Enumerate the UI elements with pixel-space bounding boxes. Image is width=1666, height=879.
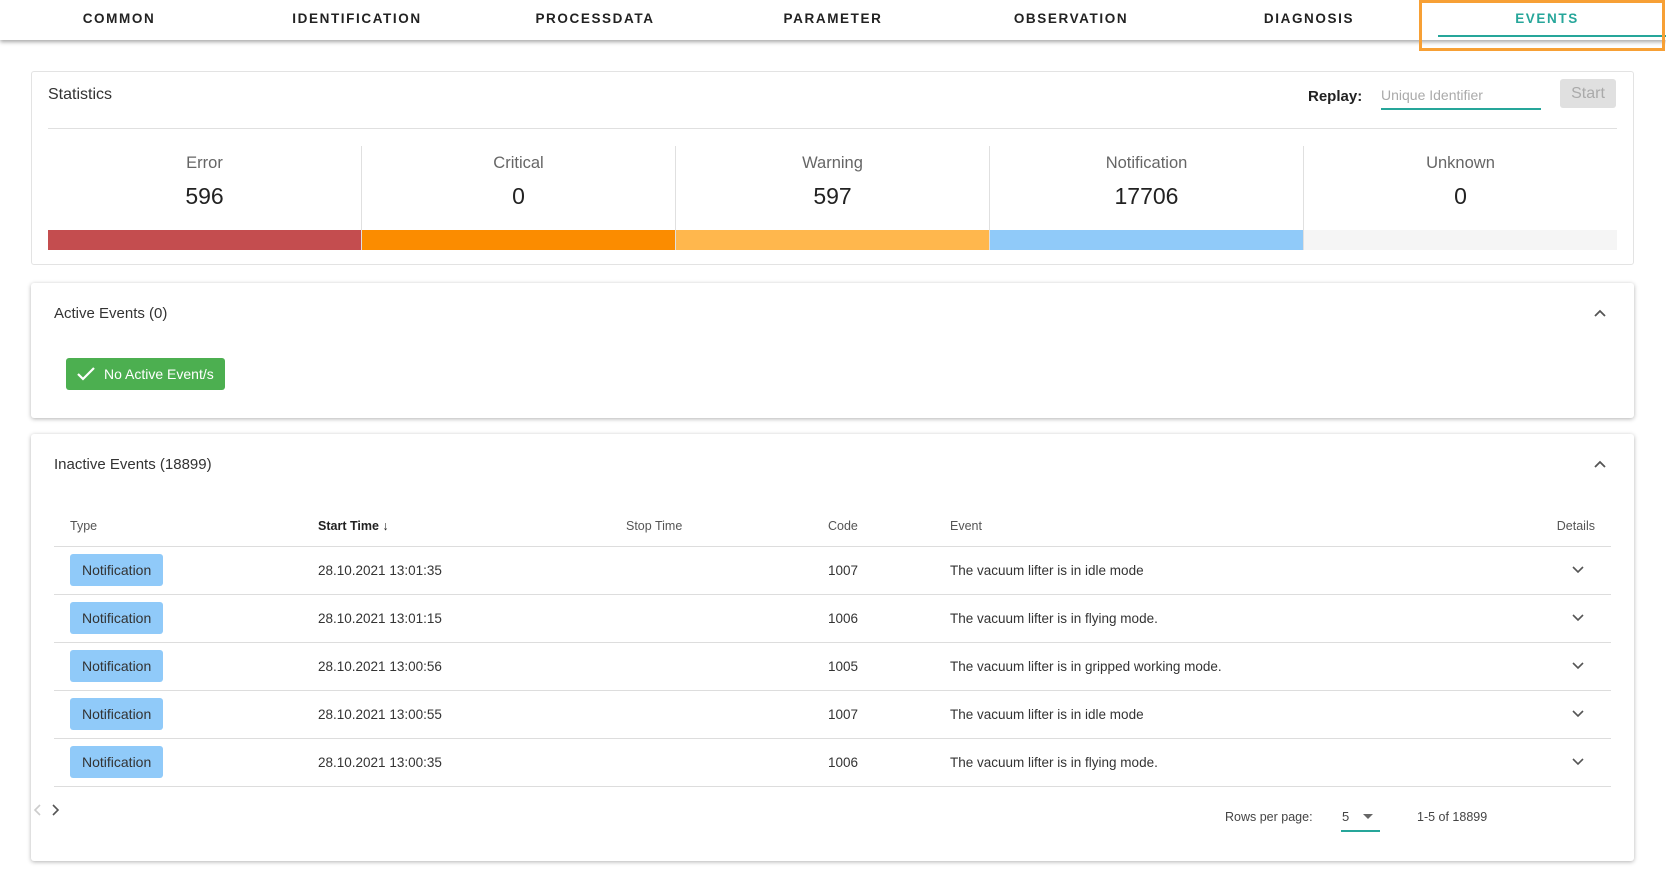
tab-observation[interactable]: OBSERVATION: [1013, 11, 1129, 26]
table-row[interactable]: Notification 28.10.2021 13:00:55 1007 Th…: [54, 690, 1611, 739]
stat-color-bar: [1304, 230, 1617, 250]
table-row[interactable]: Notification 28.10.2021 13:01:15 1006 Th…: [54, 594, 1611, 643]
type-badge: Notification: [70, 650, 164, 682]
chevron-up-icon[interactable]: [1592, 305, 1608, 321]
type-badge: Notification: [70, 746, 164, 778]
column-event[interactable]: Event: [950, 507, 1541, 547]
stat-label: Unknown: [1426, 154, 1495, 172]
stat-critical: Critical 0: [361, 146, 675, 250]
code-cell: 1006: [828, 594, 950, 643]
no-active-events-badge: No Active Event/s: [66, 358, 225, 390]
tab-events[interactable]: EVENTS: [1428, 0, 1666, 40]
stop-time-cell: [626, 642, 828, 691]
rows-per-page-value: 5: [1342, 809, 1350, 824]
start-time-cell: 28.10.2021 13:00:56: [318, 642, 626, 691]
code-cell: 1007: [828, 546, 950, 595]
statistics-title: Statistics: [48, 86, 113, 103]
stat-label: Notification: [1105, 154, 1188, 172]
inactive-events-panel: Inactive Events (18899) Type Start Time …: [31, 434, 1634, 861]
previous-page-icon[interactable]: [31, 802, 45, 818]
stat-unknown: Unknown 0: [1303, 146, 1617, 250]
stat-value: 0: [512, 183, 525, 209]
column-stop-time[interactable]: Stop Time: [626, 507, 828, 547]
start-time-cell: 28.10.2021 13:01:35: [318, 546, 626, 595]
type-badge: Notification: [70, 554, 164, 586]
stat-color-bar: [990, 230, 1303, 250]
dropdown-arrow-icon: [1363, 814, 1373, 819]
page-range: 1-5 of 18899: [1417, 810, 1488, 824]
code-cell: 1007: [828, 690, 950, 739]
rows-per-page-label: Rows per page:: [1225, 810, 1313, 824]
stat-color-bar: [48, 230, 361, 250]
column-type[interactable]: Type: [54, 507, 318, 547]
tab-identification[interactable]: IDENTIFICATION: [292, 11, 422, 26]
event-cell: The vacuum lifter is in gripped working …: [950, 642, 1541, 691]
start-time-cell: 28.10.2021 13:00:35: [318, 738, 626, 787]
chevron-down-icon[interactable]: [1571, 562, 1585, 576]
stat-label: Critical: [493, 154, 544, 172]
stop-time-cell: [626, 690, 828, 739]
stat-color-bar: [362, 230, 675, 250]
next-page-icon[interactable]: [48, 802, 62, 818]
stat-value: 596: [185, 183, 224, 209]
stat-color-bar: [676, 230, 989, 250]
no-active-events-label: No Active Event/s: [104, 366, 214, 382]
stop-time-cell: [626, 738, 828, 787]
event-cell: The vacuum lifter is in flying mode.: [950, 738, 1541, 787]
stat-error: Error 596: [48, 146, 361, 250]
column-code[interactable]: Code: [828, 507, 950, 547]
event-cell: The vacuum lifter is in idle mode: [950, 690, 1541, 739]
type-badge: Notification: [70, 698, 164, 730]
events-table: Type Start Time ↓ Stop Time Code Event D…: [54, 507, 1611, 787]
inactive-events-title[interactable]: Inactive Events (18899): [54, 456, 212, 473]
chevron-up-icon[interactable]: [1592, 456, 1608, 472]
active-events-title[interactable]: Active Events (0): [54, 305, 168, 322]
stat-value: 17706: [1114, 183, 1179, 209]
pagination: Rows per page: 5 1-5 of 18899: [31, 802, 1634, 832]
active-events-panel: Active Events (0) No Active Event/s: [31, 283, 1634, 418]
statistics-card: Statistics Replay: Start Error 596 Criti…: [31, 71, 1634, 265]
stat-value: 597: [813, 183, 852, 209]
stat-label: Warning: [802, 154, 863, 172]
chevron-down-icon[interactable]: [1571, 658, 1585, 672]
type-badge: Notification: [70, 602, 164, 634]
stat-notification: Notification 17706: [989, 146, 1303, 250]
chevron-down-icon[interactable]: [1571, 706, 1585, 720]
stat-label: Error: [186, 154, 223, 172]
chevron-down-icon[interactable]: [1571, 610, 1585, 624]
code-cell: 1006: [828, 738, 950, 787]
tab-diagnosis[interactable]: DIAGNOSIS: [1263, 11, 1355, 26]
replay-label: Replay:: [1308, 88, 1363, 105]
tab-bar: COMMON IDENTIFICATION PROCESSDATA PARAME…: [0, 0, 1666, 40]
column-details: Details: [1541, 507, 1611, 547]
code-cell: 1005: [828, 642, 950, 691]
stop-time-cell: [626, 594, 828, 643]
table-row[interactable]: Notification 28.10.2021 13:00:35 1006 Th…: [54, 738, 1611, 787]
arrow-down-icon: ↓: [382, 519, 389, 534]
tab-parameter[interactable]: PARAMETER: [783, 11, 883, 26]
rows-per-page-select[interactable]: 5: [1341, 802, 1380, 832]
start-time-cell: 28.10.2021 13:01:15: [318, 594, 626, 643]
start-time-cell: 28.10.2021 13:00:55: [318, 690, 626, 739]
start-button[interactable]: Start: [1560, 79, 1616, 108]
event-cell: The vacuum lifter is in flying mode.: [950, 594, 1541, 643]
chevron-down-icon[interactable]: [1571, 754, 1585, 768]
table-row[interactable]: Notification 28.10.2021 13:01:35 1007 Th…: [54, 546, 1611, 595]
tab-common[interactable]: COMMON: [82, 11, 156, 26]
start-time-label: Start Time: [318, 519, 379, 534]
column-start-time[interactable]: Start Time ↓: [318, 507, 626, 547]
check-icon: [77, 367, 95, 381]
replay-identifier-input[interactable]: [1381, 82, 1541, 110]
stat-value: 0: [1454, 183, 1467, 209]
tab-processdata[interactable]: PROCESSDATA: [535, 11, 655, 26]
event-cell: The vacuum lifter is in idle mode: [950, 546, 1541, 595]
divider: [48, 128, 1617, 129]
table-row[interactable]: Notification 28.10.2021 13:00:56 1005 Th…: [54, 642, 1611, 691]
stat-columns: Error 596 Critical 0 Warning 597 Notific…: [48, 146, 1617, 250]
stop-time-cell: [626, 546, 828, 595]
stat-warning: Warning 597: [675, 146, 989, 250]
